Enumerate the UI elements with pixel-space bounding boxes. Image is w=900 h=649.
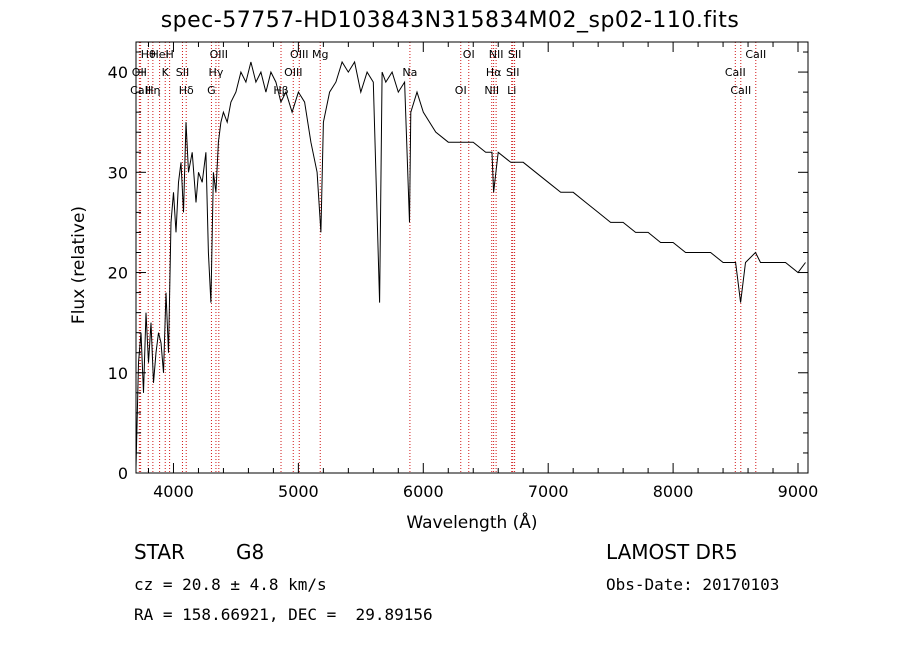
x-tick-label: 5000 bbox=[278, 482, 319, 501]
x-tick-label: 9000 bbox=[778, 482, 819, 501]
y-axis-label: Flux (relative) bbox=[69, 206, 89, 324]
observation-date: Obs-Date: 20170103 bbox=[606, 575, 780, 594]
marker-label: HeI bbox=[150, 48, 168, 61]
y-tick-label: 40 bbox=[108, 63, 128, 82]
marker-label: Hα bbox=[486, 66, 502, 79]
marker-label: OIII bbox=[290, 48, 308, 61]
marker-label: CaII bbox=[745, 48, 766, 61]
marker-label: OIII bbox=[284, 66, 302, 79]
marker-label: SII bbox=[176, 66, 189, 79]
chart-title: spec-57757-HD103843N315834M02_sp02-110.f… bbox=[160, 8, 740, 33]
redshift-cz: cz = 20.8 ± 4.8 km/s bbox=[134, 575, 327, 594]
survey-name: LAMOST DR5 bbox=[606, 540, 738, 564]
line-marker-labels: HθOIICaIIHeIKHηHSIIHδOIIIHγGOIIIOIIIHβMg… bbox=[130, 48, 766, 97]
x-axis-label: Wavelength (Å) bbox=[406, 511, 537, 533]
x-tick-label: 4000 bbox=[153, 482, 194, 501]
line-markers bbox=[138, 42, 757, 473]
marker-label: OI bbox=[463, 48, 475, 61]
marker-label: SII bbox=[506, 66, 519, 79]
marker-label: K bbox=[162, 66, 170, 79]
marker-label: NII bbox=[489, 48, 504, 61]
marker-label: CaII bbox=[725, 66, 746, 79]
x-tick-label: 6000 bbox=[403, 482, 444, 501]
marker-label: OIII bbox=[210, 48, 228, 61]
spectrum-series-line bbox=[135, 60, 806, 469]
object-type: STAR bbox=[134, 540, 185, 564]
marker-label: Mg bbox=[312, 48, 328, 61]
marker-label: Na bbox=[402, 66, 417, 79]
y-tick-label: 0 bbox=[118, 464, 128, 483]
marker-label: Li bbox=[507, 84, 516, 97]
object-subclass: G8 bbox=[236, 540, 265, 564]
marker-label: CaII bbox=[130, 84, 151, 97]
marker-label: Hδ bbox=[179, 84, 194, 97]
marker-label: H bbox=[165, 48, 173, 61]
marker-label: Hη bbox=[145, 84, 160, 97]
x-tick-label: 7000 bbox=[528, 482, 569, 501]
marker-label: SII bbox=[508, 48, 521, 61]
coordinates: RA = 158.66921, DEC = 29.89156 bbox=[134, 605, 433, 624]
y-tick-label: 30 bbox=[108, 163, 128, 182]
y-axis-ticks: 0 10 20 30 40 bbox=[108, 51, 808, 483]
marker-label: Hγ bbox=[209, 66, 224, 79]
marker-label: NII bbox=[484, 84, 499, 97]
y-tick-label: 10 bbox=[108, 364, 128, 383]
marker-label: OI bbox=[455, 84, 467, 97]
marker-label: G bbox=[207, 84, 216, 97]
marker-label: CaII bbox=[730, 84, 751, 97]
x-tick-label: 8000 bbox=[653, 482, 694, 501]
x-axis-ticks: 4000 5000 6000 7000 8000 9000 bbox=[147, 42, 819, 501]
y-tick-label: 20 bbox=[108, 264, 128, 283]
plot-frame bbox=[135, 41, 809, 474]
marker-label: Hθ bbox=[141, 48, 156, 61]
